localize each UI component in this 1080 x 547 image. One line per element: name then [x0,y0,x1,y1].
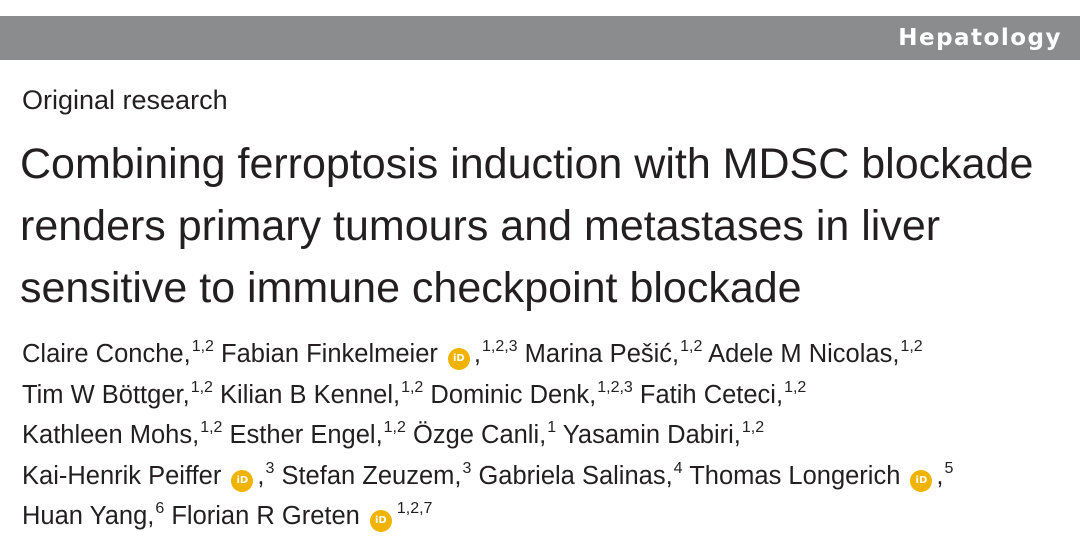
author: Florian R Greten iD1,2,7 [171,500,433,532]
author-name: Marina Pešić [524,340,673,368]
author-list: Claire Conche,1,2 Fabian Finkelmeier iD ,1… [22,336,1072,539]
author-name: Huan Yang [22,502,148,530]
title-line: sensitive to immune checkpoint blockade [20,264,802,312]
affiliation-superscript: 1,2 [401,378,424,396]
orcid-icon[interactable]: iD [369,510,392,532]
author-name: Kilian B Kennel [220,380,393,409]
author-name: Kathleen Mohs [22,421,193,449]
author-name: Thomas Longerich [689,461,901,490]
title-line: Combining ferroptosis induction with MDS… [20,140,1034,188]
affiliation-superscript: 1,2,3 [481,338,518,355]
author: Adele M Nicolas,1,2 [708,338,923,368]
author-name: Dominic Denk [430,380,590,409]
affiliation-superscript: 1,2 [383,419,406,436]
author-name: Adele M Nicolas [708,340,893,368]
author-name: Özge Canli [413,421,540,449]
affiliation-superscript: 6 [155,500,165,517]
author: Tim W Böttger,1,2 [22,378,213,409]
author: Stefan Zeuzem,3 [281,459,472,490]
affiliation-superscript: 1,2 [680,338,703,355]
affiliation-superscript: 1,2 [200,419,223,436]
affiliation-superscript: 1 [547,419,557,436]
affiliation-superscript: 4 [673,459,683,477]
affiliation-superscript: 1,2,7 [396,500,433,517]
journal-name: Hepatology [898,25,1062,51]
author: Marina Pešić,1,2 [524,338,703,368]
author-line: Tim W Böttger,1,2 Kilian B Kennel,1,2 Do… [22,377,1072,418]
author: Kathleen Mohs,1,2 [22,419,223,449]
author-name: Yasamin Dabiri [562,421,734,449]
author: Fabian Finkelmeier iD ,1,2,3 [221,338,518,370]
author: Kai-Henrik Peiffer iD ,3 [22,459,275,492]
author-name: Stefan Zeuzem [281,461,455,490]
affiliation-superscript: 1,2 [900,338,923,355]
orcid-icon[interactable]: iD [910,469,933,492]
affiliation-superscript: 1,2 [741,419,765,436]
affiliation-superscript: 1,2,3 [597,378,633,396]
author-name: Fabian Finkelmeier [221,340,438,368]
author-name: Kai-Henrik Peiffer [22,461,222,490]
author-name: Fatih Ceteci [639,380,776,409]
author: Özge Canli,1 [413,419,557,449]
author: Esther Engel,1,2 [229,419,406,449]
author-name: Esther Engel [229,421,376,449]
author: Thomas Longerich iD ,5 [689,459,954,492]
page-top-margin [0,0,1080,16]
author-name: Gabriela Salinas [478,461,666,490]
author-name: Tim W Böttger [22,380,183,409]
author-line: Claire Conche,1,2 Fabian Finkelmeier iD ,1… [22,336,1072,377]
author: Huan Yang,6 [22,500,165,530]
author: Gabriela Salinas,4 [478,459,683,490]
author-line: Kai-Henrik Peiffer iD ,3 Stefan Zeuzem,3 G… [22,458,1072,499]
author: Claire Conche,1,2 [22,338,214,368]
author-line: Kathleen Mohs,1,2 Esther Engel,1,2 Özge … [22,417,1072,458]
author: Fatih Ceteci,1,2 [639,378,807,409]
title-line: renders primary tumours and metastases i… [20,202,941,250]
author: Dominic Denk,1,2,3 [430,378,633,409]
journal-header-band [0,16,1080,60]
article-type-label: Original research [22,85,228,115]
affiliation-superscript: 5 [944,459,954,477]
author-name: Florian R Greten [171,502,360,530]
author-line: Huan Yang,6 Florian R Greten iD1,2,7 [22,498,1072,539]
affiliation-superscript: 3 [265,459,275,477]
affiliation-superscript: 3 [462,459,472,477]
article-title: Combining ferroptosis induction with MDS… [20,133,1075,319]
orcid-icon[interactable]: iD [231,469,254,492]
author: Kilian B Kennel,1,2 [220,378,424,409]
author: Yasamin Dabiri,1,2 [562,419,765,449]
affiliation-superscript: 1,2 [784,378,807,396]
orcid-icon[interactable]: iD [447,348,470,370]
affiliation-superscript: 1,2 [190,378,213,396]
author-name: Claire Conche [22,340,184,368]
affiliation-superscript: 1,2 [191,338,214,355]
